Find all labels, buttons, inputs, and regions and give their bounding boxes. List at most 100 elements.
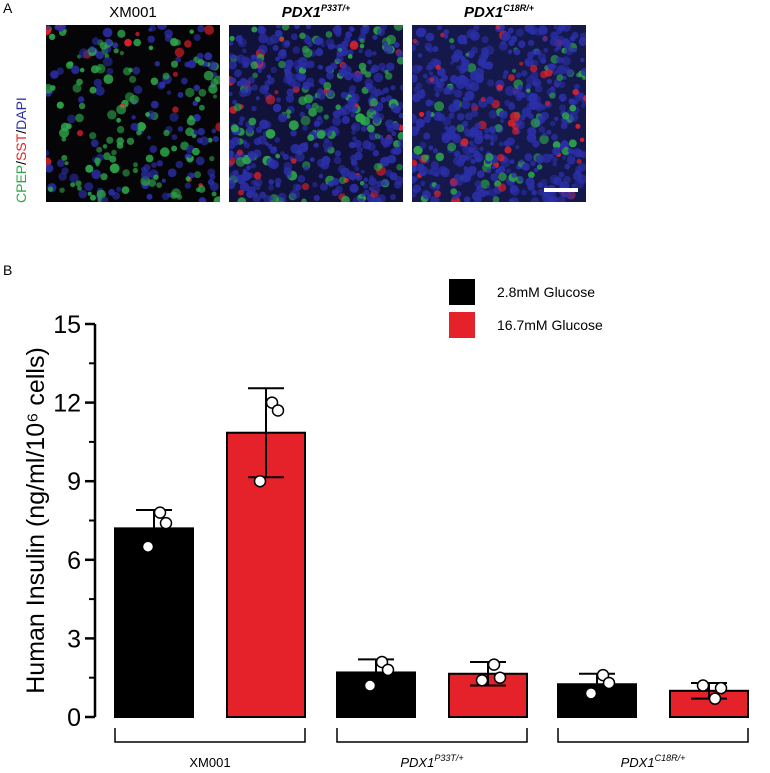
cell-nucleus (277, 113, 288, 123)
cell-nucleus (229, 60, 237, 70)
cell-nucleus (376, 113, 385, 121)
cell-nucleus (238, 120, 244, 126)
cell-nucleus (349, 183, 359, 193)
cell-nucleus (95, 162, 100, 167)
cell-nucleus (521, 70, 528, 77)
cell-nucleus (326, 71, 334, 80)
cell-nucleus (486, 168, 492, 174)
cell-nucleus (94, 157, 101, 165)
cell-nucleus (177, 126, 184, 132)
cell-nucleus (335, 55, 344, 64)
cell-nucleus (363, 177, 369, 182)
micrograph-pdx1-c18r (412, 25, 586, 202)
cell-nucleus (530, 197, 540, 202)
cell-nucleus (528, 100, 539, 111)
cell-nucleus (253, 192, 259, 198)
cell-nucleus (355, 174, 363, 181)
cell-nucleus (465, 83, 473, 91)
cell-nucleus (546, 78, 553, 85)
cell-nucleus (467, 130, 476, 139)
cell-nucleus (558, 171, 565, 178)
cell-nucleus (532, 48, 539, 56)
cell-nucleus (280, 49, 287, 55)
cell-nucleus (527, 127, 537, 137)
cell-nucleus (519, 61, 524, 66)
cell-nucleus (141, 170, 151, 180)
cell-nucleus (107, 110, 117, 120)
cell-nucleus (448, 112, 455, 119)
cell-nucleus (435, 64, 441, 70)
cell-nucleus (430, 195, 440, 202)
cell-nucleus (552, 147, 561, 156)
cell-nucleus (433, 111, 443, 121)
cell-nucleus (78, 102, 86, 110)
cell-nucleus (233, 103, 242, 112)
cell-nucleus (349, 41, 359, 50)
cell-nucleus (56, 67, 64, 75)
cell-nucleus (333, 156, 342, 165)
cell-nucleus (124, 38, 132, 47)
cell-nucleus (330, 62, 338, 70)
cell-nucleus (526, 88, 531, 93)
cell-nucleus (314, 36, 323, 46)
cell-nucleus (340, 167, 351, 178)
cell-nucleus (449, 44, 456, 50)
cell-nucleus (398, 113, 403, 119)
cell-nucleus (308, 107, 317, 117)
cell-nucleus (368, 177, 377, 186)
cell-nucleus (398, 138, 403, 148)
cell-nucleus (297, 175, 306, 183)
cell-nucleus (213, 196, 220, 202)
cell-nucleus (568, 112, 579, 122)
cell-nucleus (312, 182, 318, 188)
cell-nucleus (537, 188, 545, 196)
cell-nucleus (238, 189, 244, 196)
cell-nucleus (215, 122, 220, 132)
cell-nucleus (79, 67, 85, 73)
cell-nucleus (481, 52, 488, 59)
cell-nucleus (95, 51, 104, 60)
cell-nucleus (117, 29, 126, 38)
cell-nucleus (557, 195, 566, 202)
cell-nucleus (552, 161, 558, 167)
cell-nucleus (473, 150, 480, 157)
cell-nucleus (533, 167, 539, 173)
cell-nucleus (425, 110, 432, 117)
cell-nucleus (374, 133, 381, 140)
cell-nucleus (412, 113, 417, 124)
cell-nucleus (253, 171, 262, 180)
cell-nucleus (282, 40, 290, 49)
cell-nucleus (546, 129, 552, 135)
cell-nucleus (456, 113, 465, 121)
cell-nucleus (572, 148, 582, 158)
cell-nucleus (509, 159, 515, 165)
cell-nucleus (157, 25, 167, 31)
legend-label: 16.7mM Glucose (497, 317, 603, 333)
cell-nucleus (478, 98, 488, 108)
cell-nucleus (515, 120, 525, 130)
cell-nucleus (247, 151, 255, 159)
cell-nucleus (429, 100, 435, 106)
cell-nucleus (209, 156, 215, 162)
cell-nucleus (61, 154, 68, 161)
y-axis-label: Human Insulin (ng/ml/10⁶ cells) (22, 347, 50, 694)
cell-nucleus (544, 65, 549, 71)
cell-nucleus (512, 68, 517, 73)
cell-nucleus (430, 58, 439, 67)
cell-nucleus (423, 132, 431, 140)
cell-nucleus (197, 59, 205, 66)
group-bracket (336, 728, 528, 743)
cell-nucleus (450, 60, 455, 65)
cell-nucleus (532, 140, 540, 148)
cell-nucleus (197, 127, 205, 136)
legend-label: 2.8mM Glucose (497, 284, 595, 300)
cell-nucleus (337, 47, 343, 52)
cell-nucleus (360, 25, 370, 35)
cell-nucleus (498, 172, 507, 181)
cell-nucleus (246, 190, 254, 199)
cell-nucleus (527, 39, 535, 47)
cell-nucleus (462, 120, 469, 127)
cell-nucleus (263, 120, 272, 129)
cell-nucleus (241, 79, 250, 87)
cell-nucleus (298, 96, 308, 105)
